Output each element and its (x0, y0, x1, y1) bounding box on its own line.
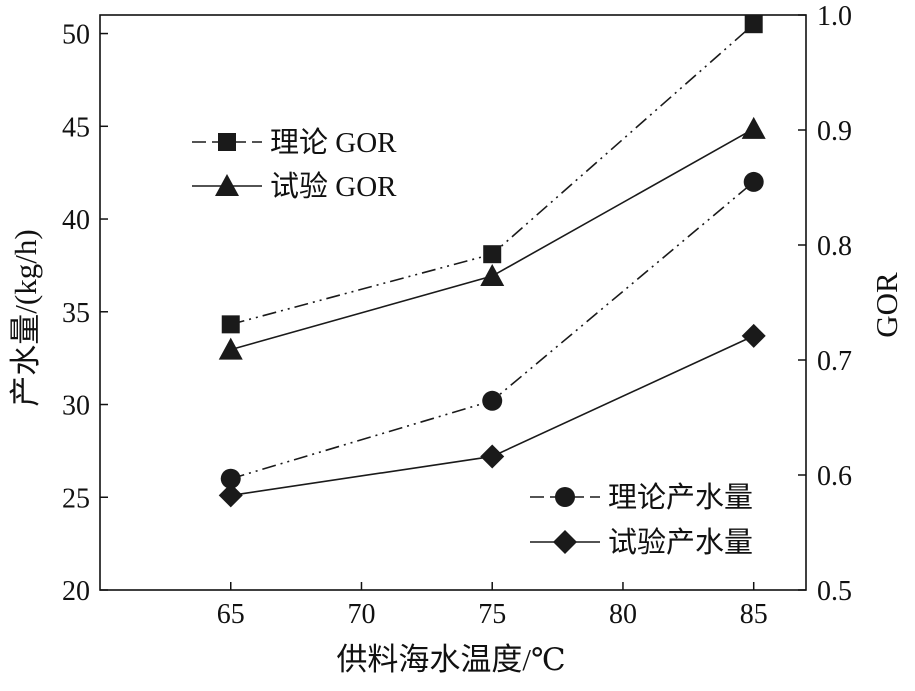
data-point (218, 337, 243, 360)
left-axis-label: 产水量/(kg/h) (8, 229, 43, 406)
series-line (230, 128, 755, 351)
legend-1: 理论 GOR 试验 GOR (192, 126, 397, 203)
x-tick-label: 75 (478, 599, 506, 630)
data-point (743, 171, 764, 192)
series-line (230, 181, 755, 480)
left-tick-label: 35 (62, 298, 90, 329)
data-point (221, 315, 240, 334)
series-4 (218, 323, 766, 508)
x-tick-label: 80 (609, 599, 637, 630)
right-tick-label: 0.7 (817, 346, 852, 377)
series-layer (218, 15, 766, 508)
data-point (741, 116, 766, 139)
legend-label: 理论产水量 (608, 481, 753, 514)
data-point (744, 15, 763, 34)
x-tick-label: 65 (217, 599, 245, 630)
right-tick-label: 0.9 (817, 116, 852, 147)
legend-marker (215, 174, 239, 196)
data-point (218, 483, 243, 508)
right-axis-label: GOR (869, 272, 904, 338)
data-point (220, 468, 241, 489)
plot-frame (99, 14, 807, 591)
data-point (480, 264, 505, 287)
series-1 (221, 15, 763, 334)
legend-label: 理论 GOR (270, 126, 397, 159)
data-point (480, 444, 505, 469)
series-2 (218, 116, 766, 360)
legend-marker (555, 487, 575, 507)
legend-marker (218, 133, 236, 151)
data-point (482, 390, 503, 411)
left-tick-label: 30 (62, 391, 90, 422)
left-tick-label: 25 (62, 483, 90, 514)
x-axis-label: 供料海水温度/℃ (336, 642, 565, 677)
left-tick-label: 40 (62, 205, 90, 236)
right-tick-label: 0.6 (817, 461, 852, 492)
right-tick-label: 0.5 (817, 576, 852, 607)
left-tick-label: 20 (62, 576, 90, 607)
x-tick-label: 85 (740, 599, 768, 630)
series-3 (220, 171, 764, 489)
left-tick-label: 50 (62, 20, 90, 51)
right-tick-label: 0.8 (817, 231, 852, 262)
legend-label: 试验产水量 (608, 526, 753, 559)
x-tick-label: 70 (347, 599, 375, 630)
left-tick-label: 45 (62, 112, 90, 143)
series-line (230, 335, 755, 497)
legend-label: 试验 GOR (270, 170, 397, 203)
axes: 65 70 75 80 85 20 25 30 35 40 45 50 0.5 0.6 0.7 0.8 0.9 1… (62, 1, 852, 630)
data-point (483, 245, 502, 264)
right-tick-label: 1.0 (817, 1, 852, 32)
data-point (741, 323, 766, 348)
legend-marker (553, 530, 577, 554)
